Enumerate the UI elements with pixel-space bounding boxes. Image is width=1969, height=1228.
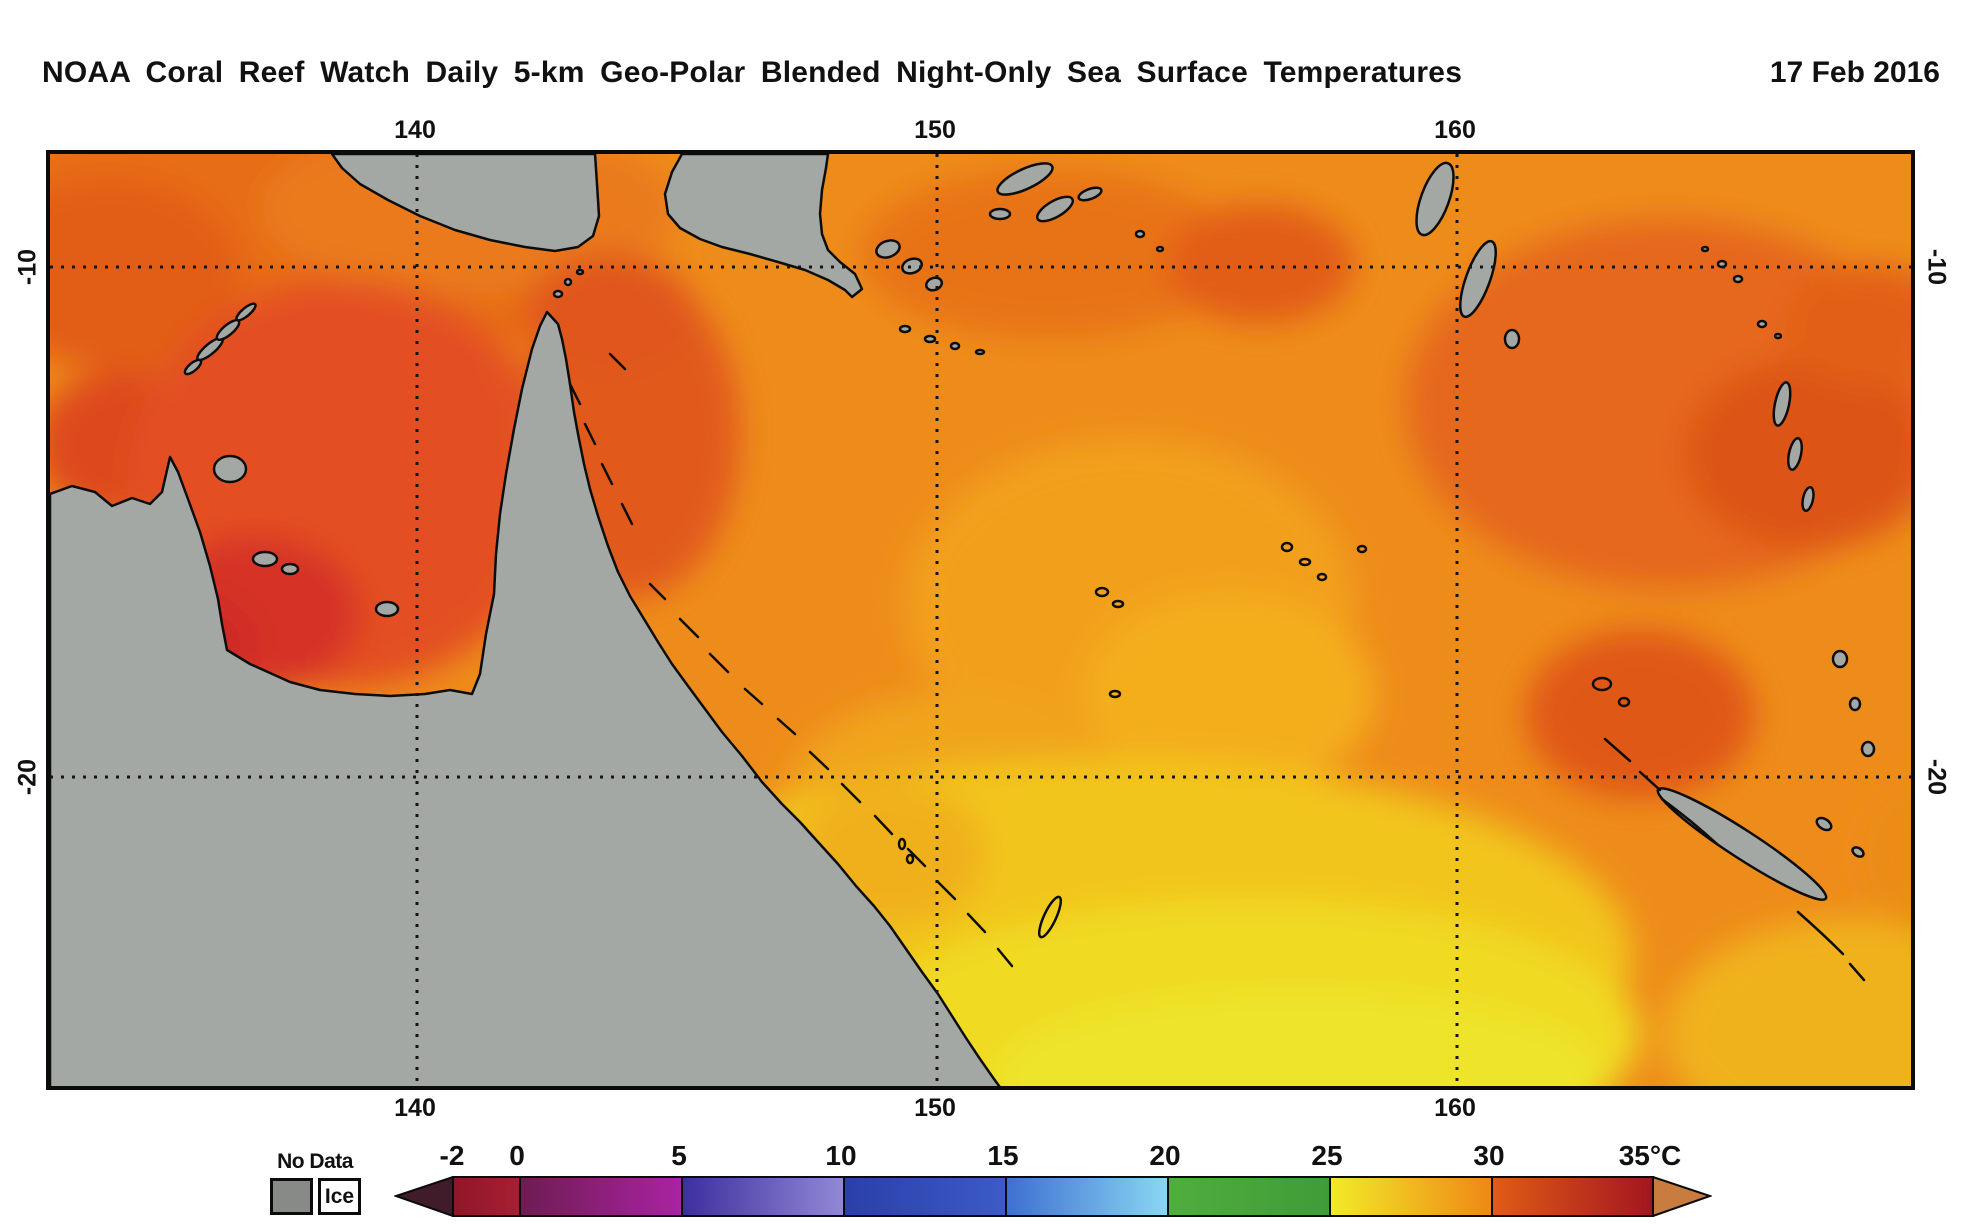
solomon-islands [1415, 161, 1783, 350]
map-date: 17 Feb 2016 [1769, 56, 1940, 89]
lon-tick-top-150: 150 [914, 116, 956, 144]
colorbar-tick-5: 5 [671, 1140, 687, 1171]
wessel-islands [183, 302, 257, 376]
colorbar-segment-4 [1005, 1178, 1167, 1215]
colorbar-tick-35C: 35°C [1618, 1140, 1682, 1171]
landmasses [50, 154, 1876, 1086]
ice-swatch: Ice [318, 1178, 361, 1215]
loyalty-island-2 [1851, 846, 1865, 858]
ice-label: Ice [324, 1184, 355, 1208]
colorbar-segment-6 [1329, 1178, 1491, 1215]
new-britain-islands [988, 162, 1165, 253]
title-row: NOAA Coral Reef Watch Daily 5-km Geo-Pol… [42, 56, 1940, 90]
page-title: NOAA Coral Reef Watch Daily 5-km Geo-Pol… [42, 56, 1463, 89]
png-east-landmass [663, 154, 864, 299]
colorbar-tick-15: 15 [987, 1140, 1019, 1171]
colorbar [452, 1176, 1654, 1217]
lon-tick-bottom-150: 150 [914, 1094, 956, 1122]
sst-map-canvas [50, 154, 1911, 1086]
colorbar-segment-3 [843, 1178, 1005, 1215]
loyalty-island-1 [1815, 816, 1833, 832]
wellesley-island [374, 600, 400, 618]
lon-tick-top-160: 160 [1434, 116, 1476, 144]
colorbar-tick-20: 20 [1149, 1140, 1181, 1171]
colorbar-left-arrow [394, 1176, 454, 1217]
graticule-lines [50, 154, 1911, 1086]
colorbar-segment-5 [1167, 1178, 1329, 1215]
bentinck-island [280, 562, 300, 576]
colorbar-segment-1 [519, 1178, 681, 1215]
colorbar-tick-25: 25 [1311, 1140, 1343, 1171]
colorbar-tick-10: 10 [825, 1140, 857, 1171]
lat-tick-right-20: -20 [1922, 758, 1951, 796]
groote-eylandt-island [212, 454, 248, 484]
colorbar-segment-7 [1491, 1178, 1652, 1215]
colorbar-right-arrow [1652, 1176, 1712, 1217]
australia-landmass [50, 310, 1001, 1086]
colorbar-segment-0 [454, 1178, 519, 1215]
colorbar-tick-30: 30 [1473, 1140, 1505, 1171]
colorbar-tick--2: -2 [439, 1140, 465, 1171]
no-data-swatch [270, 1178, 313, 1215]
png-west-landmass [330, 154, 601, 253]
lon-tick-bottom-140: 140 [394, 1094, 436, 1122]
lat-tick-left-10: -10 [13, 248, 42, 286]
torres-strait-islands [552, 268, 585, 299]
lon-tick-top-140: 140 [394, 116, 436, 144]
no-data-label: No Data [277, 1150, 353, 1173]
mornington-island [251, 550, 279, 568]
sst-map [46, 150, 1915, 1090]
reef-outlines [568, 352, 1866, 982]
lon-tick-bottom-160: 160 [1434, 1094, 1476, 1122]
lat-tick-left-20: -20 [13, 758, 42, 796]
vanuatu-islands [1772, 381, 1876, 758]
lat-tick-right-10: -10 [1922, 248, 1951, 286]
colorbar-tick-0: 0 [509, 1140, 525, 1171]
colorbar-segment-2 [681, 1178, 843, 1215]
